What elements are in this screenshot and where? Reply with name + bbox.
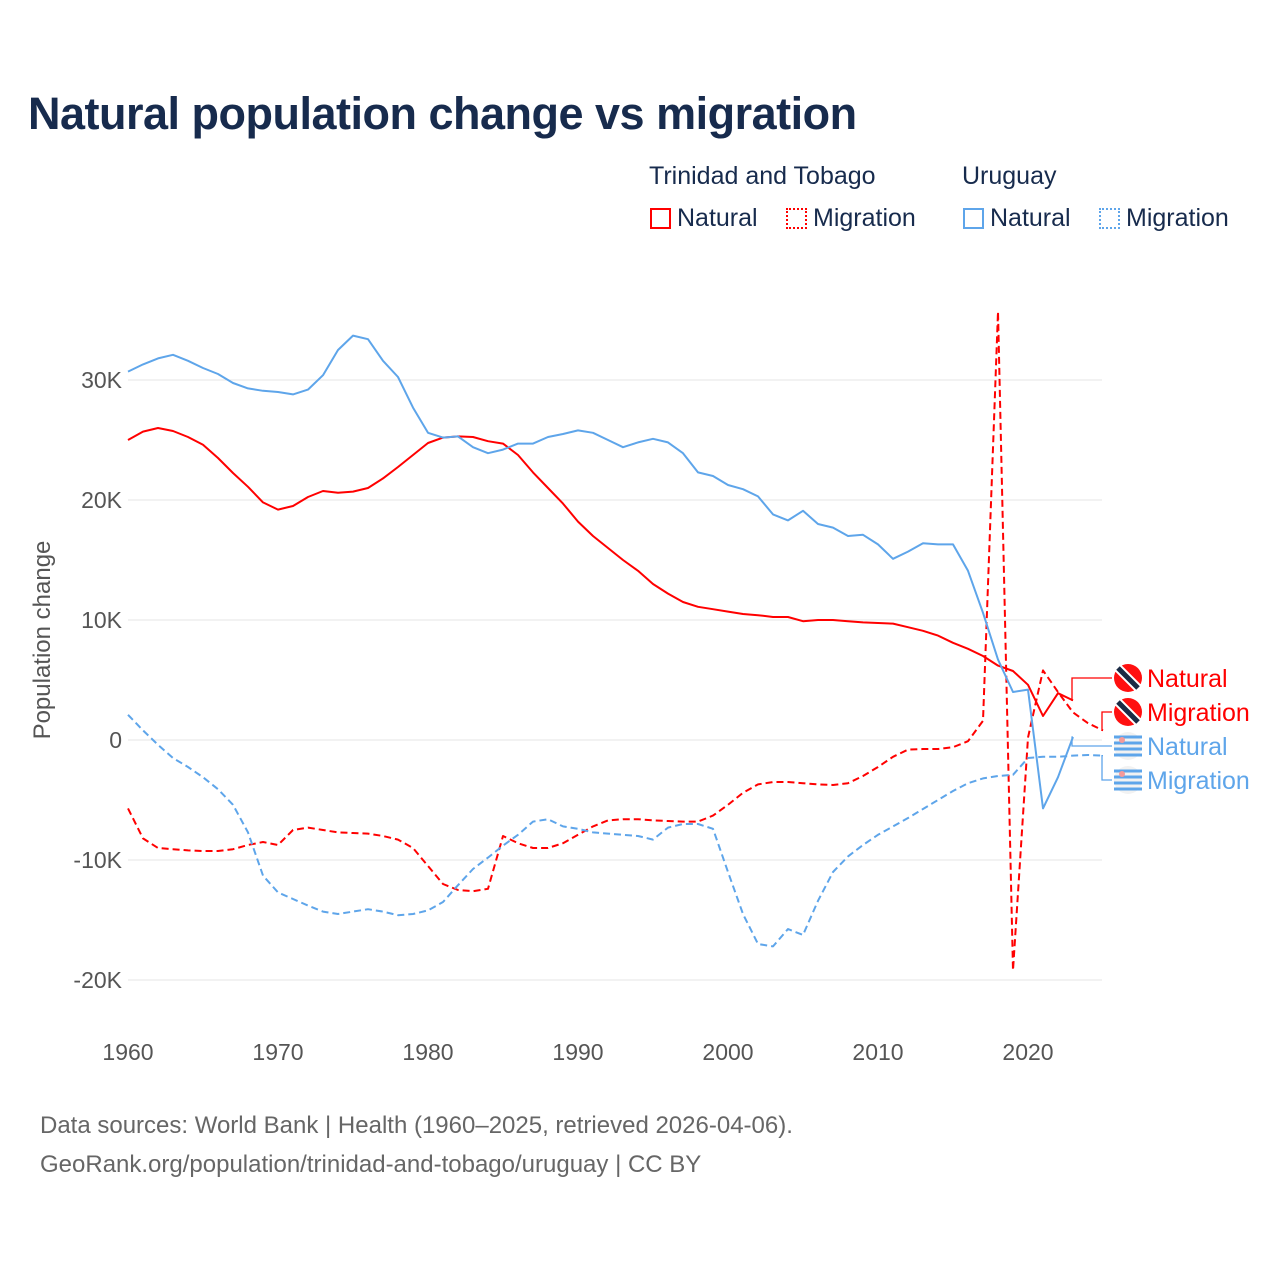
- uruguay-flag-icon: [1114, 766, 1142, 794]
- legend-item-tt-migration[interactable]: Migration: [786, 204, 916, 233]
- end-label-connector: [1071, 677, 1112, 702]
- legend-group-uruguay: Uruguay: [962, 162, 1057, 190]
- flag-stripe-black: [1116, 700, 1140, 724]
- y-axis-title: Population change: [29, 541, 56, 740]
- series-line-trinidad-and-tobago-natural: [127, 427, 1074, 717]
- y-tick-label: 20K: [81, 487, 123, 513]
- x-tick-label: 2020: [1002, 1039, 1053, 1065]
- legend-label: Migration: [813, 204, 916, 232]
- flag-stripe-blue: [1114, 775, 1142, 779]
- flag-stripe-blue: [1114, 741, 1142, 745]
- y-tick-label: -10K: [73, 847, 122, 873]
- flag-sun: [1119, 737, 1125, 743]
- x-tick-label: 1970: [252, 1039, 303, 1065]
- legend-swatch-solid: [650, 208, 671, 229]
- x-tick-label: 2000: [702, 1039, 753, 1065]
- legend-item-uy-migration[interactable]: Migration: [1099, 204, 1229, 233]
- series-line-trinidad-and-tobago-migration: [127, 310, 1104, 972]
- end-label: Migration: [1147, 699, 1250, 727]
- legend-label: Natural: [677, 204, 758, 232]
- legend-item-uy-natural[interactable]: Natural: [963, 204, 1071, 233]
- y-tick-label: 30K: [81, 367, 123, 393]
- legend-swatch-dotted: [786, 208, 807, 229]
- x-tick-label: 1990: [552, 1039, 603, 1065]
- series-line-uruguay-migration: [127, 714, 1104, 948]
- footer-source: Data sources: World Bank | Health (1960–…: [40, 1112, 793, 1139]
- series-line-uruguay-natural: [127, 334, 1074, 810]
- footer: Data sources: World Bank | Health (1960–…: [40, 1106, 793, 1184]
- y-tick-label: 10K: [81, 607, 123, 633]
- end-label: Migration: [1147, 767, 1250, 795]
- legend-label: Natural: [990, 204, 1071, 232]
- end-label-connector: [1071, 736, 1112, 747]
- end-label: Natural: [1147, 665, 1228, 693]
- flag-stripe-blue: [1114, 787, 1142, 791]
- flag-sun: [1119, 771, 1125, 777]
- y-tick-label: -20K: [73, 967, 122, 993]
- x-tick-label: 2010: [852, 1039, 903, 1065]
- flag-stripe-blue: [1114, 747, 1142, 751]
- legend-swatch-solid: [963, 208, 984, 229]
- flag-stripe-blue: [1114, 781, 1142, 785]
- legend-swatch-dotted: [1099, 208, 1120, 229]
- end-label-connector: [1101, 754, 1112, 781]
- flag-stripe-blue: [1114, 769, 1142, 773]
- legend-group-trinidad: Trinidad and Tobago: [649, 162, 876, 190]
- legend-label: Migration: [1126, 204, 1229, 232]
- legend-item-tt-natural[interactable]: Natural: [650, 204, 758, 233]
- y-tick-label: 0: [109, 727, 122, 753]
- end-label: Natural: [1147, 733, 1228, 761]
- trinidad-and-tobago-flag-icon: [1114, 698, 1142, 726]
- x-tick-label: 1980: [402, 1039, 453, 1065]
- uruguay-flag-icon: [1114, 732, 1142, 760]
- flag-stripe-blue: [1114, 735, 1142, 739]
- chart-title: Natural population change vs migration: [28, 88, 857, 139]
- x-tick-label: 1960: [102, 1039, 153, 1065]
- footer-url[interactable]: GeoRank.org/population/trinidad-and-toba…: [40, 1151, 702, 1178]
- trinidad-and-tobago-flag-icon: [1114, 664, 1142, 692]
- end-label-connector: [1101, 711, 1112, 732]
- flag-stripe-black: [1116, 666, 1140, 690]
- flag-stripe-blue: [1114, 753, 1142, 757]
